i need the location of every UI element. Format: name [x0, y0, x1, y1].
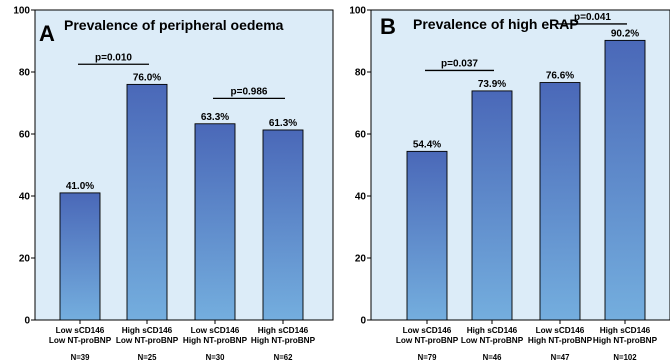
x-sample-size-label: N=25: [138, 353, 158, 362]
panel-a: A Prevalence of peripheral oedema 0 20 40 6…: [13, 6, 334, 362]
y-tick-label: 100: [349, 6, 366, 17]
bar-value-label: 54.4%: [413, 139, 441, 150]
panel-a-bars: 41.0% 76.0% 63.3% 61.3%: [59, 72, 304, 321]
x-category-label: Low NT-proBNP: [396, 336, 459, 345]
panel-b-comparisons: p=0.037 p=0.041: [425, 12, 627, 72]
x-sample-size-label: N=102: [613, 353, 637, 362]
bar: [539, 82, 581, 321]
bar-value-label: 76.6%: [546, 71, 574, 82]
x-sample-size-label: N=47: [551, 353, 570, 362]
x-category-label: High sCD146: [467, 326, 518, 335]
bar-value-label: 63.3%: [201, 112, 229, 123]
y-tick-label: 0: [24, 316, 30, 327]
y-tick-label: 0: [360, 316, 366, 327]
x-sample-size-label: N=79: [418, 353, 438, 362]
y-tick-label: 60: [355, 130, 367, 141]
x-category-label: Low sCD146: [56, 326, 105, 335]
bar: [194, 123, 236, 321]
x-category-label: High NT-proBNP: [593, 336, 658, 345]
panel-b-y-axis: 0 20 40 60 80 100: [349, 6, 371, 327]
x-sample-size-label: N=39: [71, 353, 91, 362]
x-category-label: High sCD146: [122, 326, 173, 335]
p-value-label: p=0.041: [574, 12, 611, 23]
x-category-label: High NT-proBNP: [528, 336, 593, 345]
x-category-label: Low sCD146: [403, 326, 452, 335]
panel-a-title: Prevalence of peripheral oedema: [64, 17, 284, 33]
bar-value-label: 41.0%: [66, 181, 94, 192]
panel-a-y-axis: 0 20 40 60 80 100: [13, 6, 35, 327]
x-sample-size-label: N=62: [274, 353, 294, 362]
p-value-label: p=0.037: [441, 58, 478, 69]
y-tick-label: 40: [355, 192, 367, 203]
x-category-label: High NT-proBNP: [251, 336, 316, 345]
x-category-label: High NT-proBNP: [183, 336, 248, 345]
x-category-label: High sCD146: [600, 326, 651, 335]
x-category-label: Low NT-proBNP: [461, 336, 524, 345]
y-tick-label: 40: [19, 192, 31, 203]
bar: [126, 83, 168, 321]
panel-b-bars: 54.4% 73.9% 76.6% 90.2%: [406, 28, 646, 321]
bar-value-label: 73.9%: [478, 79, 506, 90]
bar-value-label: 90.2%: [611, 28, 639, 39]
x-category-label: Low sCD146: [536, 326, 585, 335]
y-tick-label: 20: [19, 254, 31, 265]
panel-a-comparisons: p=0.010 p=0.986: [78, 52, 285, 99]
bar-value-label: 61.3%: [269, 118, 297, 129]
y-tick-label: 20: [355, 254, 367, 265]
y-tick-label: 80: [355, 68, 367, 79]
y-tick-label: 80: [19, 68, 31, 79]
x-sample-size-label: N=46: [483, 353, 503, 362]
panel-b: B Prevalence of high eRAP 0 20 40 60 80 100 5…: [349, 6, 670, 362]
x-category-label: Low sCD146: [191, 326, 240, 335]
x-sample-size-label: N=30: [206, 353, 226, 362]
bar-value-label: 76.0%: [133, 72, 161, 83]
bar: [59, 192, 101, 321]
x-category-label: Low NT-proBNP: [116, 336, 179, 345]
x-category-label: High sCD146: [258, 326, 309, 335]
bar: [262, 129, 304, 321]
p-value-label: p=0.010: [95, 52, 132, 63]
bar: [406, 150, 448, 321]
bar: [604, 39, 646, 321]
bar: [471, 90, 513, 321]
panel-b-title: Prevalence of high eRAP: [413, 16, 579, 32]
panel-a-letter: A: [39, 21, 55, 46]
panel-b-letter: B: [380, 14, 396, 39]
y-tick-label: 60: [19, 130, 31, 141]
y-tick-label: 100: [13, 6, 30, 17]
p-value-label: p=0.986: [231, 86, 268, 97]
x-category-label: Low NT-proBNP: [49, 336, 112, 345]
